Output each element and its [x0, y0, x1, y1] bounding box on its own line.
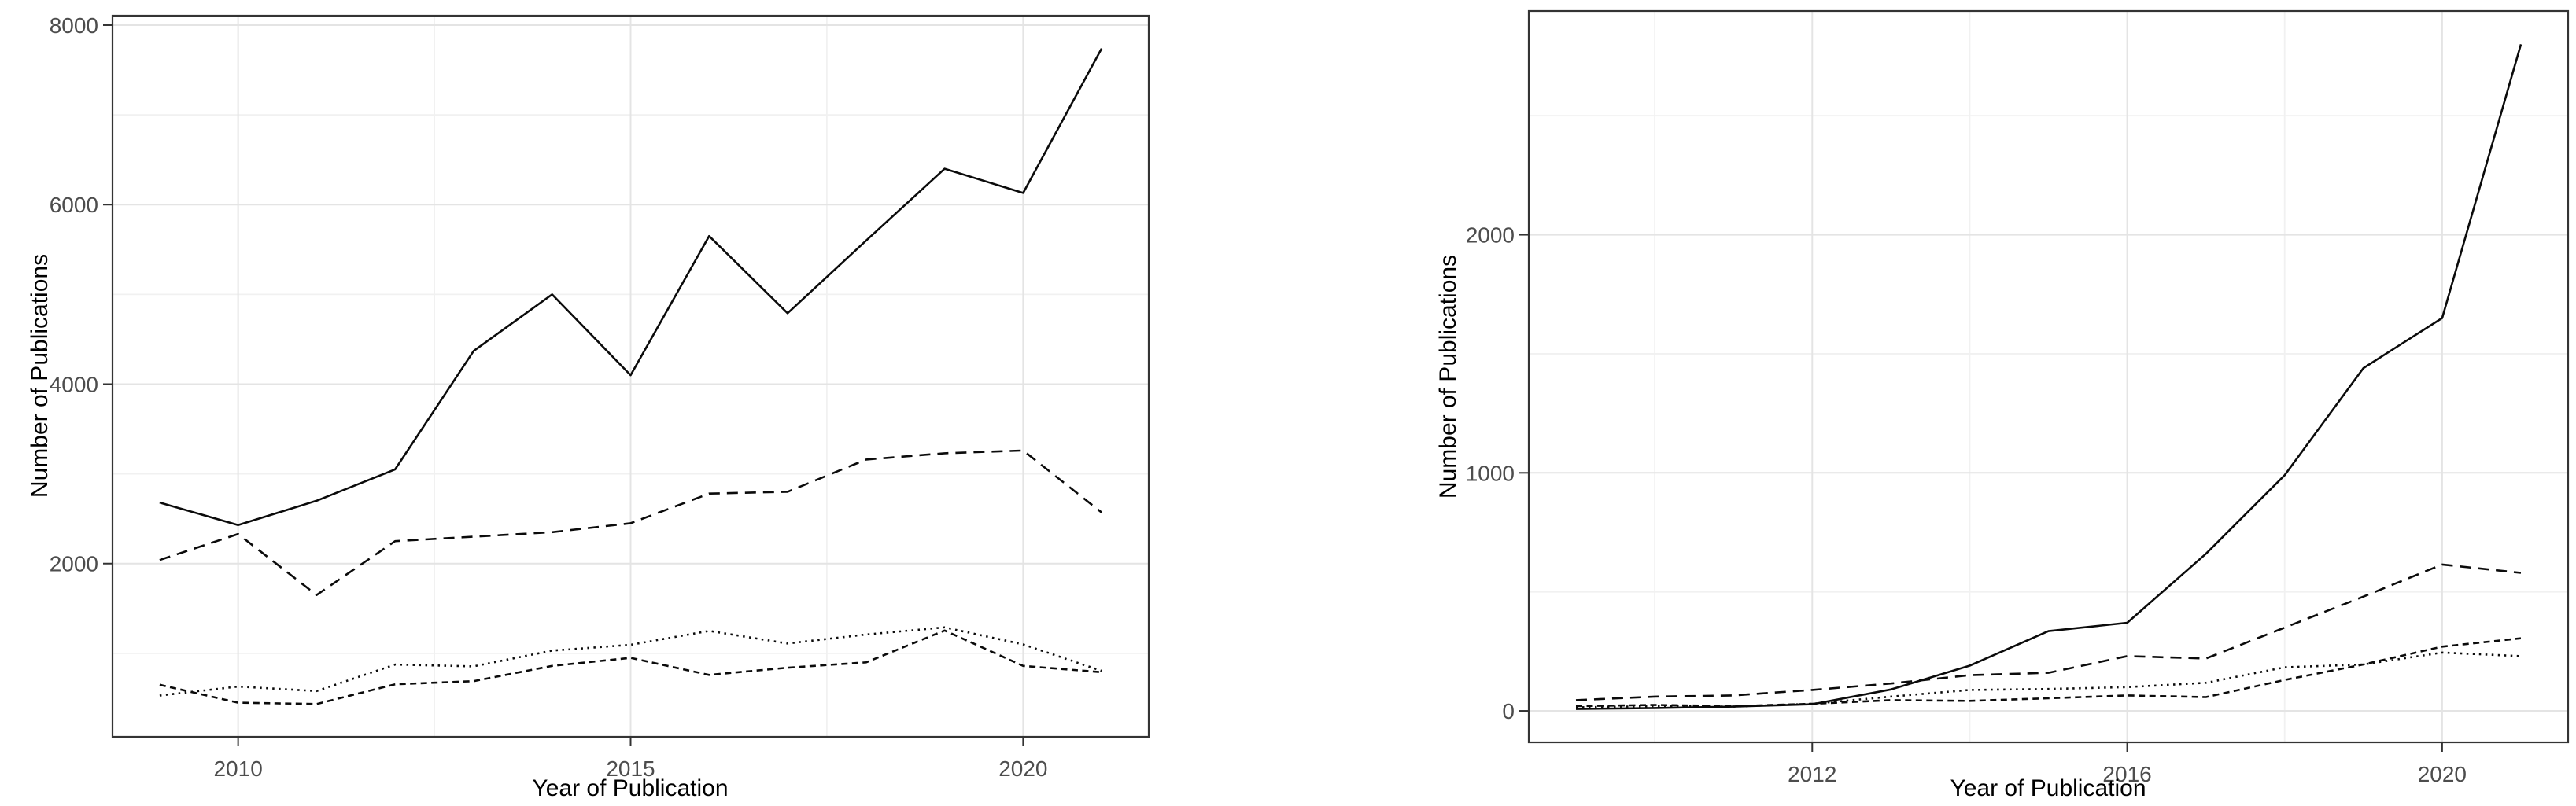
chart-left-svg: 2000 4000 6000 8000 2010 2015 2020 Year of Pub… — [27, 13, 1150, 801]
x-tick-label: 2010 — [213, 756, 262, 781]
y-tick-label: 2000 — [50, 552, 98, 576]
panel-background — [1529, 11, 2568, 742]
x-tick-label: 2020 — [998, 756, 1047, 781]
series-dotted-line — [159, 626, 1102, 697]
chart-right-svg: 0 1000 2000 2012 2016 2020 Year of Publicatio… — [1435, 9, 2570, 801]
y-tick-label: 8000 — [50, 13, 98, 38]
y-axis-title: Number of Publications — [1435, 255, 1461, 499]
series-long-dash-line — [159, 449, 1102, 597]
panel-border — [1527, 9, 2570, 744]
x-tick-label: 2020 — [2418, 762, 2467, 786]
series-solid-line — [159, 48, 1103, 527]
y-tick-label: 4000 — [50, 372, 98, 396]
series-short-dash-line — [159, 629, 1102, 705]
chart-left-plot-area: 2000 4000 6000 8000 2010 2015 2020 — [50, 13, 1150, 781]
y-tick-label: 6000 — [50, 193, 98, 217]
x-tick-label: 2016 — [2102, 762, 2151, 786]
series-short-dash-line — [1575, 637, 2522, 708]
chart-right-plot-area: 0 1000 2000 2012 2016 2020 — [1466, 9, 2570, 786]
x-axis-title: Year of Publication — [532, 775, 728, 801]
y-tick-label: 1000 — [1466, 461, 1515, 485]
x-tick-label: 2012 — [1788, 762, 1836, 786]
chart-right-figure: 0 1000 2000 2012 2016 2020 Year of Publicatio… — [1288, 0, 2576, 806]
y-tick-label: 2000 — [1466, 223, 1515, 248]
series-dotted-line — [1575, 651, 2522, 708]
x-axis-title: Year of Publication — [1950, 775, 2146, 801]
series-long-dash-line — [1575, 563, 2522, 701]
y-tick-label: 0 — [1502, 699, 1515, 723]
chart-left-figure: 2000 4000 6000 8000 2010 2015 2020 Year of Pub… — [27, 13, 1150, 801]
y-axis-title: Number of Publications — [27, 254, 53, 498]
x-tick-label: 2015 — [606, 756, 655, 781]
